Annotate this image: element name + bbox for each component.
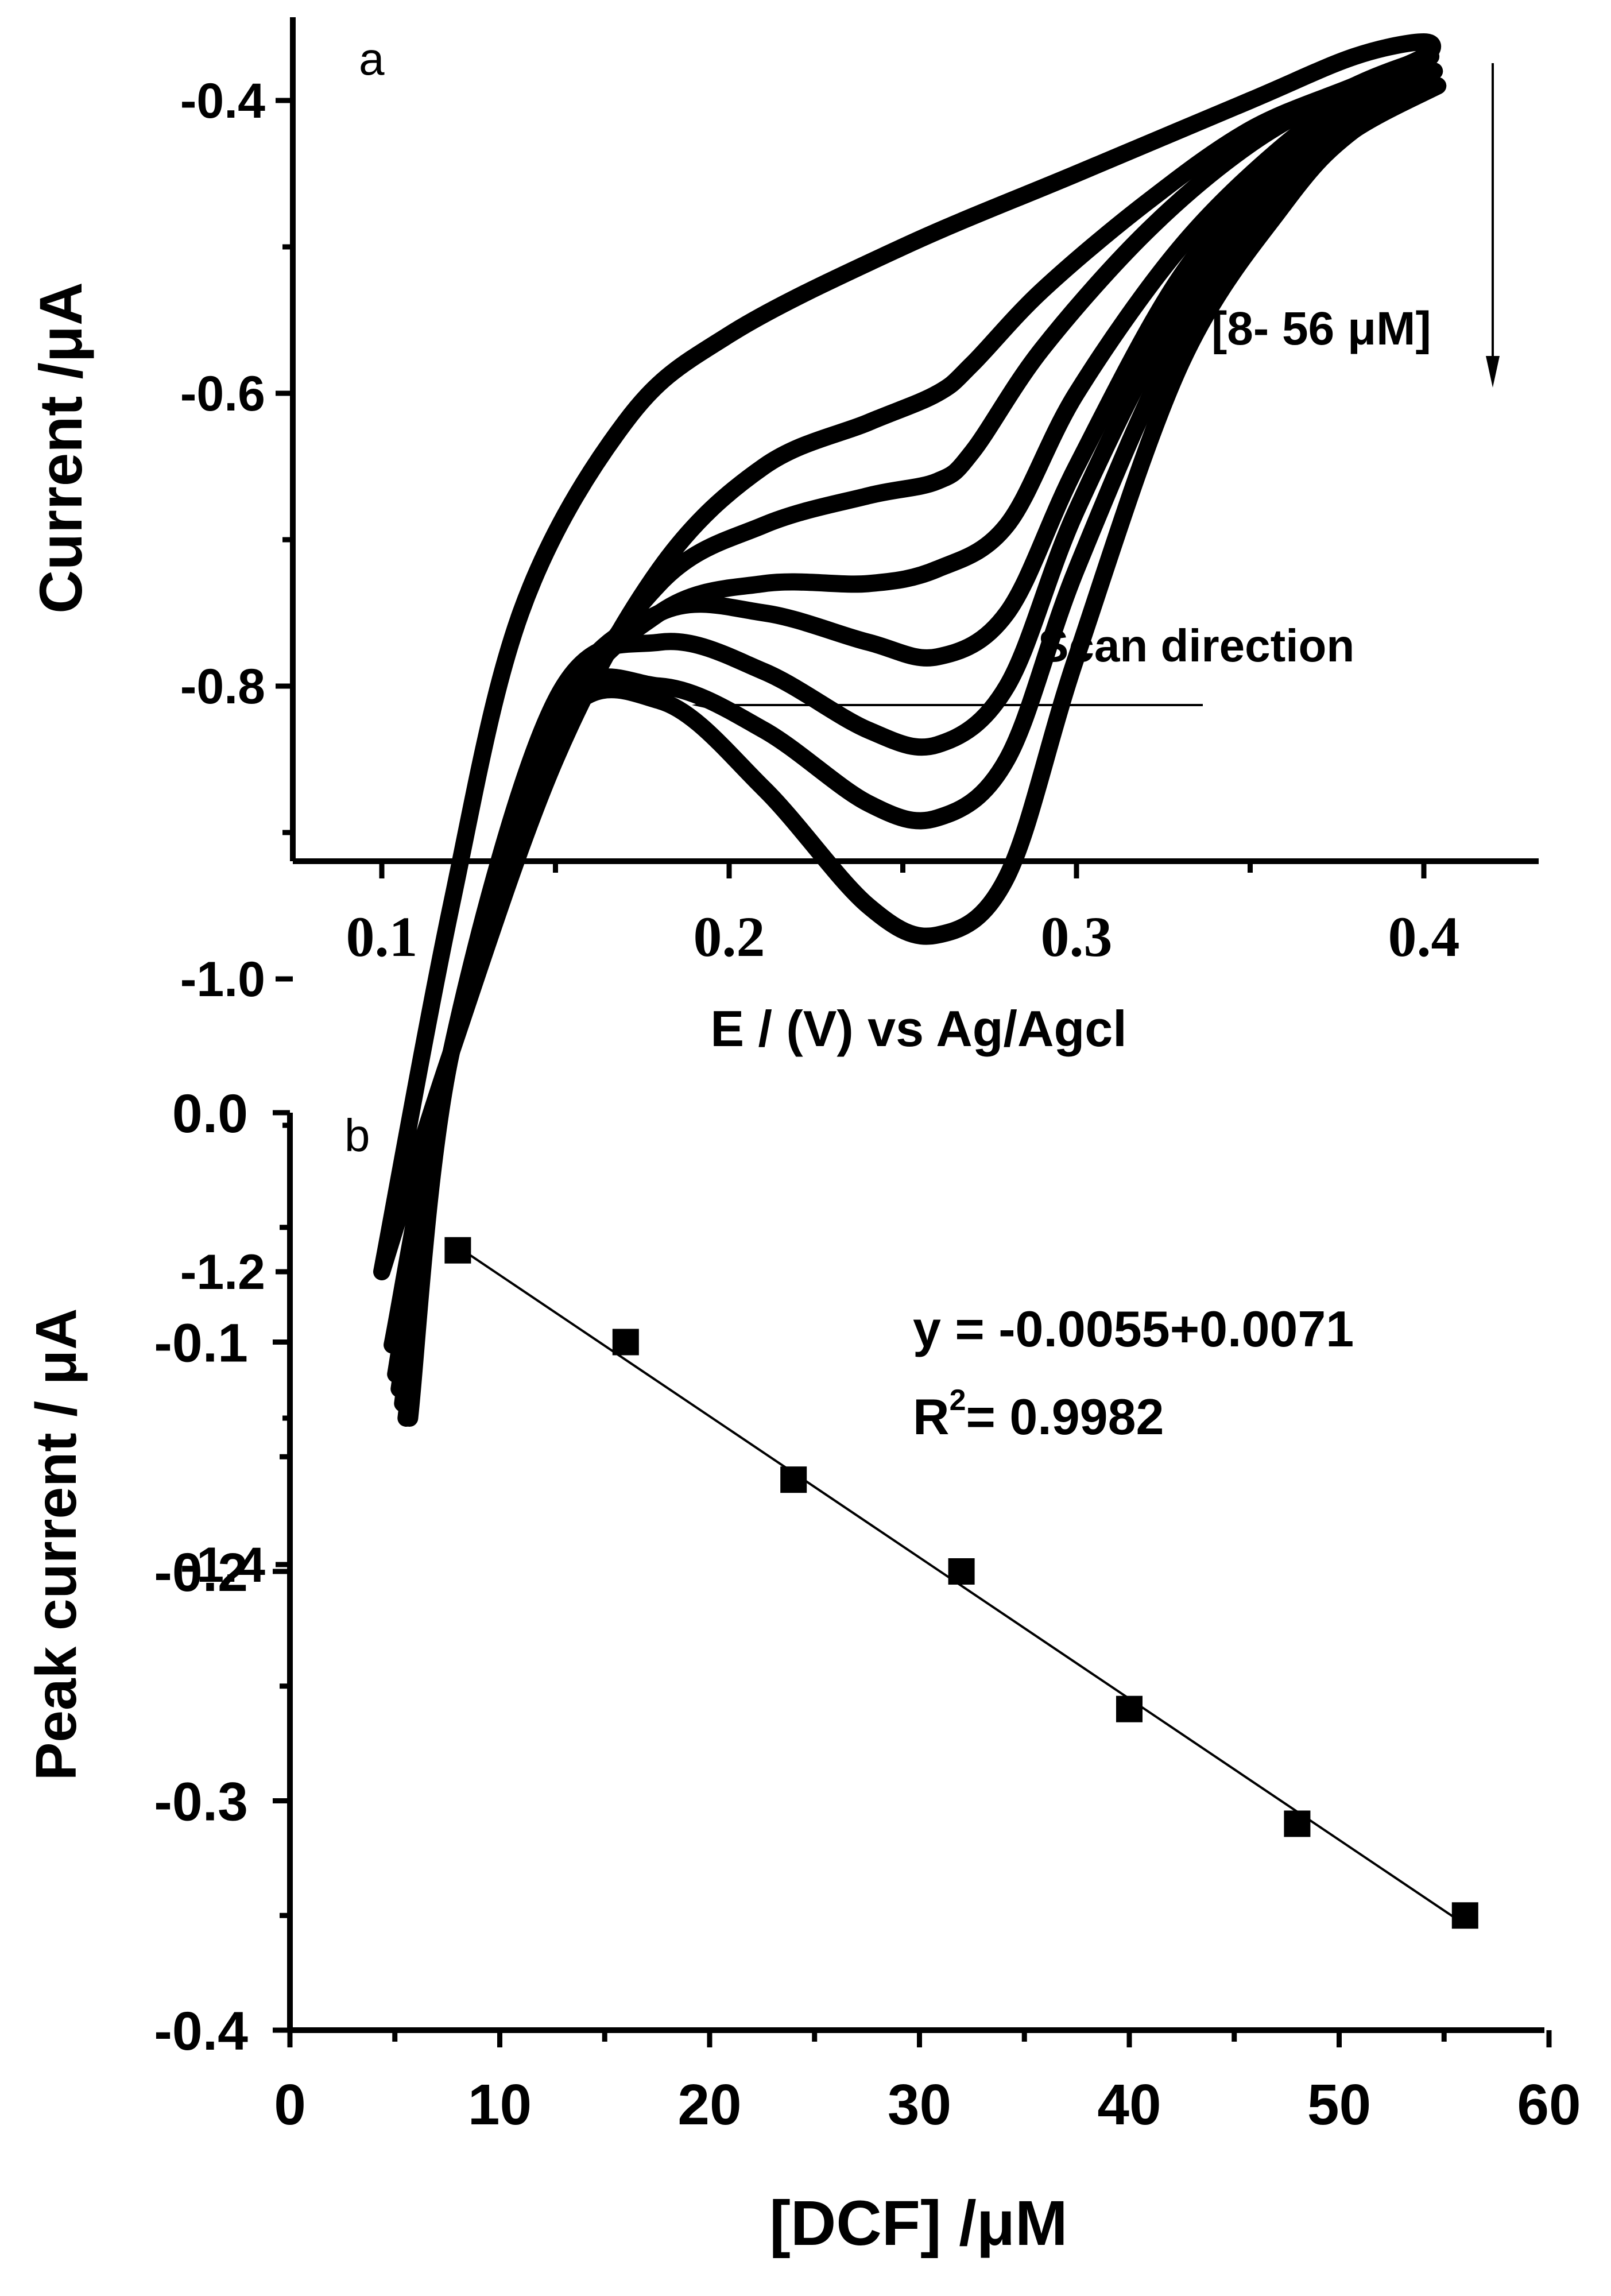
b-y-tick-label: -0.2 (154, 1542, 248, 1603)
panel-b: 0 10 20 30 40 50 60 0.0 -0.1 -0.2 -0.3 -0.4 b Peak … (24, 1083, 1581, 2259)
data-point (1451, 1902, 1478, 1929)
concentration-arrow-head (1486, 356, 1500, 388)
panel-a-ticks: 0.1 0.2 0.3 0.4 -0.4 -0.6 -0.8 -1.0 -1.2 -1.4 (180, 73, 1460, 1593)
b-y-tick-label: -0.1 (154, 1313, 248, 1374)
panel-a-x-label: E / (V) vs Ag/Agcl (710, 1000, 1126, 1057)
a-y-tick-label: -0.8 (180, 659, 265, 714)
panel-b-letter: b (344, 1110, 370, 1161)
b-x-tick-label: 60 (1517, 2073, 1581, 2137)
r-squared-sup: 2 (950, 1384, 966, 1417)
panel-a-curves (373, 33, 1447, 1427)
r-squared: R2= 0.9982 (913, 1384, 1164, 1445)
concentration-range-label: [8- 56 μM] (1211, 303, 1431, 355)
b-x-tick-label: 20 (677, 2073, 741, 2137)
a-y-tick-label: -1.0 (180, 952, 265, 1007)
b-x-tick-label: 0 (274, 2073, 306, 2137)
b-x-tick-label: 50 (1307, 2073, 1371, 2137)
scan-direction-label: Scan direction (1038, 620, 1354, 671)
data-point (1116, 1695, 1143, 1722)
data-point (948, 1558, 975, 1585)
r-squared-prefix: R (913, 1388, 950, 1445)
b-x-tick-label: 40 (1097, 2073, 1161, 2137)
a-x-tick-label: 0.3 (1041, 905, 1113, 969)
panel-a-y-label: Current /μA (28, 282, 95, 614)
a-x-tick-label: 0.1 (346, 905, 418, 969)
cv-curve (401, 77, 1447, 1427)
a-y-tick-label: -1.2 (180, 1245, 265, 1300)
panel-a-letter: a (359, 33, 385, 84)
a-y-tick-label: -0.6 (180, 366, 265, 421)
data-point (1284, 1810, 1311, 1837)
a-y-tick-label: -1.4 (180, 1538, 265, 1593)
b-y-tick-label: -0.3 (154, 1772, 248, 1833)
data-point (612, 1329, 639, 1356)
b-y-tick-label: -0.4 (154, 2001, 248, 2062)
a-x-tick-label: 0.4 (1388, 905, 1460, 969)
scan-direction-arrow-head (692, 698, 723, 712)
fit-equation: y = -0.0055+0.0071 (913, 1300, 1354, 1357)
data-point (780, 1466, 807, 1493)
b-y-tick-label: 0.0 (172, 1083, 248, 1144)
data-point (444, 1237, 471, 1264)
panel-b-x-label: [DCF] /μM (769, 2188, 1067, 2259)
panel-b-y-label: Peak current / μA (24, 1308, 88, 1781)
r-squared-value: = 0.9982 (966, 1388, 1164, 1445)
panel-b-ticks: 0 10 20 30 40 50 60 0.0 -0.1 -0.2 -0.3 -0.4 (154, 1083, 1581, 2137)
panel-b-plot (444, 1237, 1478, 1929)
panel-a: 0.1 0.2 0.3 0.4 -0.4 -0.6 -0.8 -1.0 -1.2 -1.4 a C… (28, 17, 1539, 1593)
b-x-tick-label: 30 (888, 2073, 951, 2137)
a-x-tick-label: 0.2 (694, 905, 765, 969)
a-y-tick-label: -0.4 (180, 73, 265, 129)
b-x-tick-label: 10 (468, 2073, 532, 2137)
